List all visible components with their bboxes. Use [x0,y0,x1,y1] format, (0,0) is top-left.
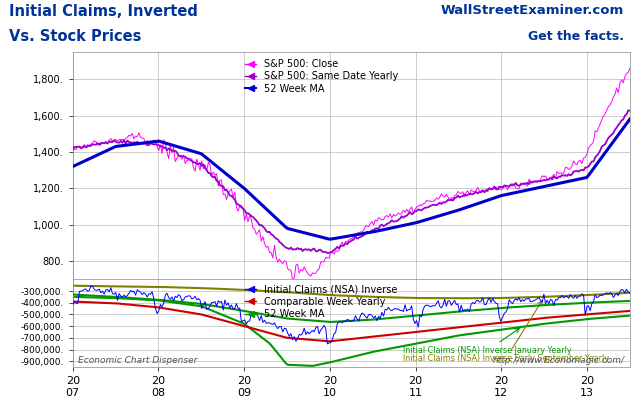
Text: Initial Claims (NSA) Inverse Early September Yearly: Initial Claims (NSA) Inverse Early Septe… [403,301,609,363]
Text: Economic Chart Dispenser: Economic Chart Dispenser [78,356,197,365]
Text: Get the facts.: Get the facts. [527,30,624,43]
Text: Vs. Stock Prices: Vs. Stock Prices [9,29,142,43]
Text: Initial Claims, Inverted: Initial Claims, Inverted [9,4,198,19]
Legend: Initial Claims (NSA) Inverse, Comparable Week Yearly, 52 Week MA: Initial Claims (NSA) Inverse, Comparable… [245,284,398,319]
Text: Initial Claims (NSA) Inverse January Yearly: Initial Claims (NSA) Inverse January Yea… [403,328,572,355]
Legend: S&P 500: Close, S&P 500: Same Date Yearly, 52 Week MA: S&P 500: Close, S&P 500: Same Date Yearl… [245,59,398,94]
Text: WallStreetExaminer.com: WallStreetExaminer.com [441,4,624,17]
Text: http://www.Economagic.com/: http://www.Economagic.com/ [492,356,624,365]
